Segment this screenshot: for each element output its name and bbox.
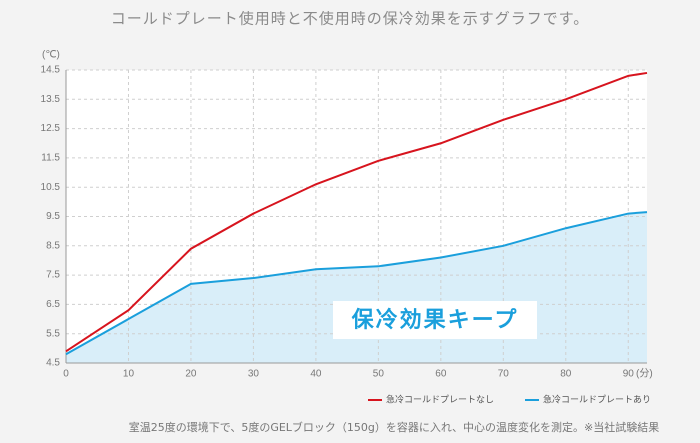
y-tick-label: 6.5: [46, 299, 60, 310]
y-tick-label: 13.5: [41, 94, 61, 105]
annotation: 保冷効果キープ: [351, 307, 519, 333]
y-tick-label: 10.5: [41, 182, 61, 193]
legend-label: 急冷コールドプレートあり: [543, 394, 651, 406]
legend-label: 急冷コールドプレートなし: [386, 394, 494, 406]
x-tick-label: 80: [560, 369, 572, 380]
y-tick-label: 5.5: [46, 328, 60, 339]
y-tick-label: 12.5: [41, 123, 61, 134]
y-tick-label: 9.5: [46, 211, 60, 222]
x-tick-label: 0: [63, 369, 69, 380]
x-tick-label: 40: [310, 369, 322, 380]
line: [65, 71, 648, 353]
chart-title: コールドプレート使用時と不使用時の保冷効果を示すグラフです。: [111, 10, 590, 28]
x-tick-label: 70: [498, 369, 510, 380]
y-tick-label: 14.5: [41, 65, 61, 76]
footnote: 室温25度の環境下で、5度のGELブロック（150g）を容器に入れ、中心の温度変…: [129, 420, 659, 434]
x-axis-unit: (分): [636, 368, 653, 380]
y-axis-unit: (℃): [42, 50, 60, 61]
y-tick-label: 7.5: [46, 270, 60, 281]
y-tick-label: 4.5: [46, 358, 60, 369]
y-tick-label: 11.5: [41, 153, 60, 164]
x-tick-label: 60: [435, 369, 447, 380]
annotation-box: [333, 301, 537, 339]
x-tick-label: 90: [623, 369, 635, 380]
x-tick-label: 30: [248, 369, 260, 380]
x-tick-label: 50: [373, 369, 385, 380]
x-tick-label: 20: [185, 369, 197, 380]
x-tick-label: 10: [123, 369, 135, 380]
line: [65, 211, 648, 356]
y-tick-label: 8.5: [46, 240, 60, 251]
